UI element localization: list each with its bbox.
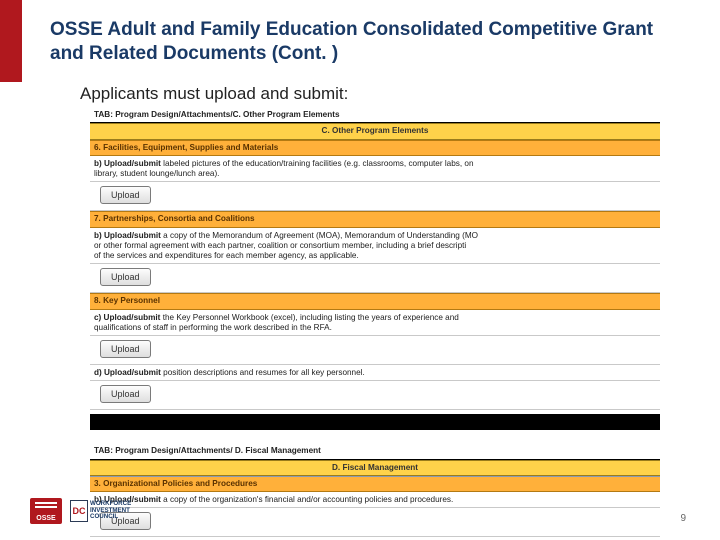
- upload-button-7b[interactable]: Upload: [100, 268, 151, 286]
- tab-c-label: TAB: Program Design/Attachments/C. Other…: [90, 108, 660, 123]
- upload-row-7b: Upload: [90, 264, 660, 293]
- upload-row-6b: Upload: [90, 182, 660, 211]
- page-title: OSSE Adult and Family Education Consolid…: [50, 18, 660, 66]
- upload-row-8d: Upload: [90, 381, 660, 410]
- dc-mark: DC: [70, 500, 88, 522]
- section-d-header: D. Fiscal Management: [90, 460, 660, 476]
- dc-logo-text: WORKFORCEINVESTMENTCOUNCIL: [90, 501, 131, 521]
- divider-band: [90, 414, 660, 430]
- form-screenshot: TAB: Program Design/Attachments/C. Other…: [90, 108, 660, 537]
- upload-row-8c: Upload: [90, 336, 660, 365]
- group-6-header: 6. Facilities, Equipment, Supplies and M…: [90, 140, 660, 156]
- item-7b: b) Upload/submit b) Upload/submit a copy…: [90, 228, 660, 265]
- dc-logo: DC WORKFORCEINVESTMENTCOUNCIL: [70, 500, 131, 522]
- group-8-header: 8. Key Personnel: [90, 293, 660, 309]
- osse-logo: OSSE: [30, 498, 62, 524]
- footer-rule: [90, 476, 660, 477]
- page-number: 9: [680, 513, 686, 524]
- item-6b: b) Upload/submit b) Upload/submit labele…: [90, 156, 660, 183]
- page-subtitle: Applicants must upload and submit:: [80, 84, 348, 104]
- group-7-header: 7. Partnerships, Consortia and Coalition…: [90, 211, 660, 227]
- accent-sidebar: [0, 0, 22, 82]
- logo-row: OSSE DC WORKFORCEINVESTMENTCOUNCIL: [30, 498, 131, 524]
- upload-row-3b: Upload: [90, 508, 660, 537]
- tab-d-label: TAB: Program Design/Attachments/ D. Fisc…: [90, 444, 660, 459]
- upload-button-8c[interactable]: Upload: [100, 340, 151, 358]
- group-3-header: 3. Organizational Policies and Procedure…: [90, 476, 660, 492]
- upload-button-8d[interactable]: Upload: [100, 385, 151, 403]
- item-8d: d) Upload/submit d) Upload/submit positi…: [90, 365, 660, 381]
- item-8c: c) Upload/submit c) Upload/submit the Ke…: [90, 310, 660, 337]
- upload-button-6b[interactable]: Upload: [100, 186, 151, 204]
- item-3b: b) Upload/submit b) Upload/submit a copy…: [90, 492, 660, 508]
- section-c-header: C. Other Program Elements: [90, 123, 660, 139]
